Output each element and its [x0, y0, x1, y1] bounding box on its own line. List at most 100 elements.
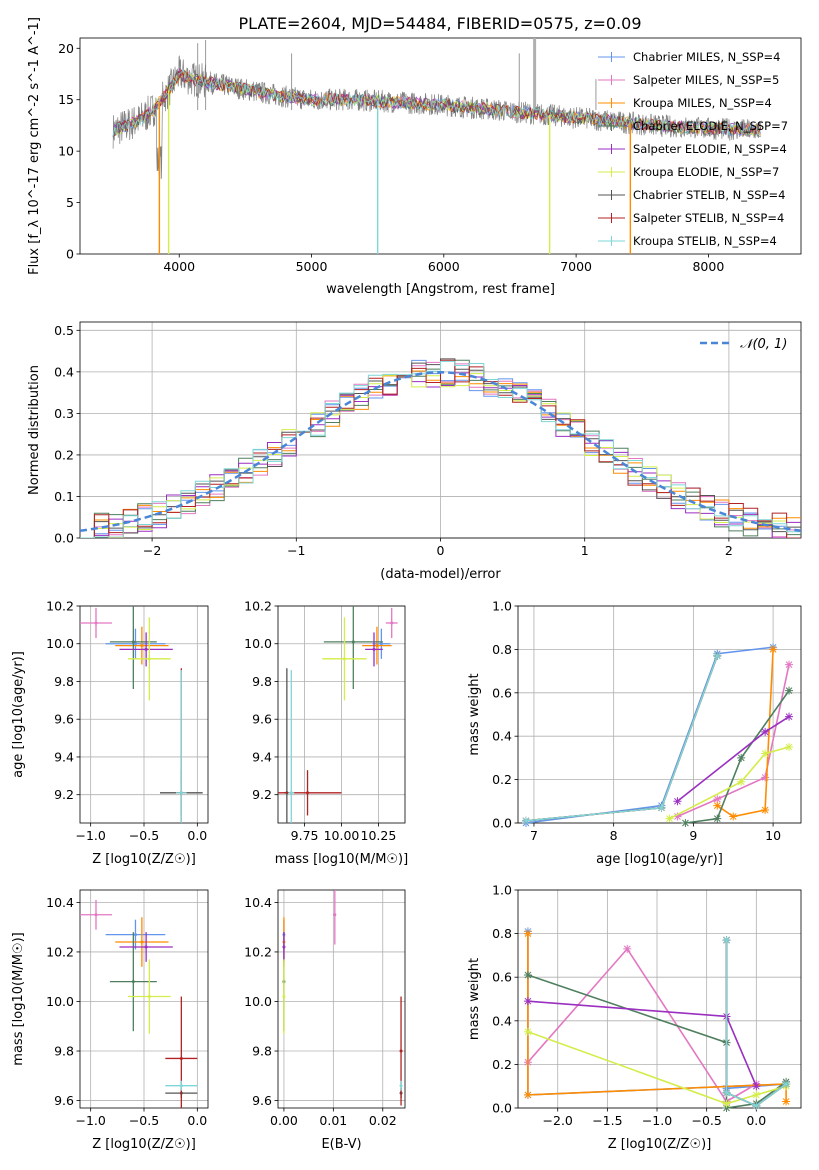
legend-label: Chabrier ELODIE, N_SSP=7 [633, 119, 788, 133]
y-tick-label: 0.4 [492, 729, 512, 744]
data-point [282, 995, 286, 999]
model-spectrum-line [112, 69, 762, 137]
age_vs_mass-frame [277, 605, 406, 824]
x-tick-label: −1.0 [75, 828, 105, 843]
weight-line [525, 655, 719, 822]
x-label: Z [log10(Z/Z☉)] [92, 1137, 196, 1152]
data-point [179, 791, 183, 795]
spectrum-axes: 4000 5000 6000 7000 8000 0 5 10 15 20 wavelength [… [27, 17, 802, 297]
y-label: mass weight [467, 673, 482, 755]
mass_vs_Z-frame [79, 889, 209, 1109]
data-point [140, 644, 144, 648]
y-tick-label: 0.0 [492, 1101, 512, 1116]
weight-marker [761, 727, 770, 736]
data-point [94, 913, 98, 917]
y-tick-label: 9.8 [54, 1044, 74, 1059]
data-point [131, 640, 135, 644]
y-tick-label: 10.0 [244, 636, 272, 651]
y-tick-label: 10.0 [46, 636, 74, 651]
weight-marker [769, 645, 778, 654]
weights_vs_Z-plot [523, 927, 791, 1112]
weight-marker [752, 1101, 761, 1110]
data-point [289, 791, 293, 795]
y-tick-label: 0.1 [54, 489, 74, 504]
weight-marker [623, 944, 632, 953]
weight-line [669, 746, 790, 820]
y-tick-label: 9.6 [252, 712, 272, 727]
y-label: age [log10(age/yr)] [11, 651, 26, 778]
data-point [306, 791, 310, 795]
mass_vs_ebv-frame [277, 889, 406, 1109]
legend-label: Kroupa STELIB, N_SSP=4 [633, 234, 777, 248]
figure-title: PLATE=2604, MJD=54484, FIBERID=0575, z=0… [238, 14, 641, 33]
y-tick-label: 1.0 [492, 883, 512, 898]
weight-marker [737, 753, 746, 762]
x-label: Z [log10(Z/Z☉)] [92, 852, 196, 867]
y-tick-label: 9.2 [54, 787, 74, 802]
data-point [179, 1056, 183, 1060]
weight-marker [752, 1090, 761, 1099]
weight-marker [713, 814, 722, 823]
x-tick-label: 7 [530, 828, 538, 843]
x-tick-label: 0.0 [187, 1113, 207, 1128]
y-tick-label: 10.2 [244, 944, 272, 959]
y-tick-label: 9.4 [54, 749, 74, 764]
x-tick-label: 10 [765, 828, 781, 843]
age_vs_Z-plot [80, 606, 203, 823]
y-tick-label: 0.2 [54, 447, 74, 462]
weight-line [525, 655, 719, 822]
y-tick-label: 0.3 [54, 406, 74, 421]
y-tick-label: 5 [66, 195, 74, 210]
weight-marker [722, 1104, 731, 1112]
weight-marker [722, 1099, 731, 1108]
y-label: Normed distribution [27, 365, 42, 495]
weight-marker [523, 997, 532, 1006]
weight-marker [673, 812, 682, 821]
data-point [399, 1049, 403, 1053]
weight-marker [657, 803, 666, 812]
residuals-frame [79, 321, 802, 539]
x-tick-label: −1.0 [75, 1113, 105, 1128]
x-tick-label: −1 [287, 543, 305, 558]
y-tick-label: 9.6 [54, 712, 74, 727]
weight-marker [722, 1088, 731, 1097]
weight-marker [713, 801, 722, 810]
legend-label: Kroupa ELODIE, N_SSP=7 [633, 165, 779, 179]
y-tick-label: 20 [58, 41, 74, 56]
y-tick-label: 9.6 [252, 1093, 272, 1108]
y-tick-label: 1.0 [492, 599, 512, 614]
y-tick-label: 9.8 [54, 674, 74, 689]
data-point [342, 657, 346, 661]
data-point [140, 940, 144, 944]
x-tick-label: 2 [725, 543, 733, 558]
weight-marker [761, 749, 770, 758]
x-label: (data-model)/error [380, 567, 501, 582]
age_vs_Z-frame [79, 605, 209, 824]
legend-label: Salpeter STELIB, N_SSP=4 [633, 211, 784, 225]
weight-marker [729, 812, 738, 821]
weight-marker [752, 1082, 761, 1091]
weight-marker [713, 795, 722, 804]
weights_vs_age-frame [517, 605, 802, 824]
y-tick-label: 0.8 [492, 926, 512, 941]
data-point [144, 647, 148, 651]
y-label: mass [log10(M/M☉)] [11, 932, 26, 1065]
x-tick-label: −0.5 [691, 1113, 721, 1128]
weight-marker [713, 651, 722, 660]
y-tick-label: 10.2 [244, 599, 272, 614]
x-label: Z [log10(Z/Z☉)] [608, 1137, 712, 1152]
weights_vs_age-plot [521, 643, 794, 827]
x-tick-label: 0 [437, 543, 445, 558]
y-tick-label: 0.0 [492, 816, 512, 831]
weight-line [677, 664, 790, 818]
spectrum-frame [79, 37, 802, 255]
y-tick-label: 0.5 [54, 323, 74, 338]
y-tick-label: 0.4 [54, 364, 74, 379]
data-point [379, 642, 383, 646]
residual-plot [80, 358, 801, 538]
weight-marker [785, 686, 794, 695]
x-tick-label: −2 [143, 543, 161, 558]
x-label: age [log10(age/yr)] [596, 852, 723, 867]
data-point [133, 642, 137, 646]
